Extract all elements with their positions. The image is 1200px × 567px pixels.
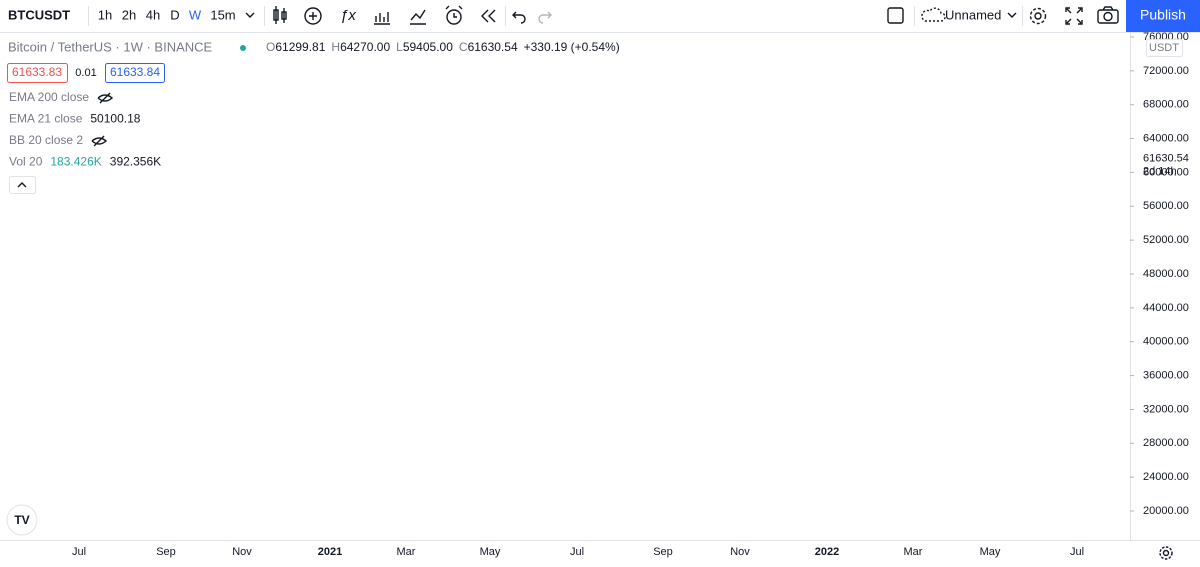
ohlc-key: H — [331, 40, 340, 54]
price-tick-label: 36000.00 — [1143, 369, 1189, 381]
spread: 0.01 — [75, 67, 96, 79]
price-tick-label: 48000.00 — [1143, 268, 1189, 280]
indicator-name: EMA 200 close — [9, 90, 89, 104]
interval-button[interactable]: 4h — [146, 7, 160, 22]
toolbar — [0, 0, 1200, 32]
symbol-description: Bitcoin / TetherUS · 1W · BINANCE — [8, 39, 213, 54]
interval-button[interactable]: D — [170, 7, 179, 22]
axis-settings-icon[interactable] — [1159, 546, 1173, 560]
ohlc-key: O — [266, 40, 275, 54]
time-axis: Jul Sep Nov 2021 Mar May Jul Sep Nov 2022 Mar May Ju… — [72, 546, 1084, 558]
add-indicator-icon[interactable] — [304, 7, 322, 25]
price-tick-label: 40000.00 — [1143, 336, 1189, 348]
settings-icon[interactable] — [1029, 7, 1047, 25]
time-label: May — [980, 546, 1001, 558]
symbol[interactable]: BTCUSDT — [8, 7, 70, 22]
bid-box[interactable] — [7, 63, 68, 83]
price-tick-label: 28000.00 — [1143, 437, 1189, 449]
ohlc-value: 64270.00 — [340, 40, 390, 54]
replay-icon[interactable] — [481, 9, 496, 23]
collapse-legend-button[interactable] — [9, 176, 36, 194]
indicator-name: Vol 20 — [9, 155, 43, 169]
indicator-name: BB 20 close 2 — [9, 133, 83, 147]
interval-button[interactable]: 15m — [210, 7, 235, 22]
layout-name[interactable]: Unnamed — [945, 7, 1001, 22]
price-tick-label: 64000.00 — [1143, 132, 1189, 144]
cloud-icon — [921, 7, 946, 22]
time-label: Mar — [397, 546, 416, 558]
change: +330.19 (+0.54%) — [524, 40, 620, 54]
snapshot-icon[interactable] — [1097, 6, 1119, 24]
time-label: Jul — [1070, 546, 1084, 558]
interval-dropdown[interactable] — [245, 12, 255, 18]
layout-dropdown[interactable] — [1007, 12, 1017, 18]
candle-style-icon[interactable] — [273, 6, 287, 24]
publish-label[interactable]: Publish — [1140, 7, 1186, 23]
indicator-value: 50100.18 — [90, 112, 140, 126]
ohlc-legend: O61299.81 H64270.00 L59405.00 C61630.54 +330… — [266, 40, 620, 54]
fullscreen-icon[interactable] — [1065, 7, 1083, 25]
indicator-name: EMA 21 close — [9, 112, 83, 126]
ohlc-key: L — [396, 40, 403, 54]
ohlc-key: C — [459, 40, 468, 54]
indicator-line: Vol 20 183.426K 392.356K — [9, 155, 161, 169]
indicator-value: 183.426K — [50, 155, 101, 169]
indicator-value: 392.356K — [110, 155, 161, 169]
market-status — [240, 45, 246, 51]
hidden-eye-icon[interactable] — [97, 92, 114, 104]
ohlc-value: 59405.00 — [403, 40, 453, 54]
time-label: Nov — [232, 546, 252, 558]
interval-button[interactable]: 1h — [98, 7, 112, 22]
ask-price[interactable]: 61633.84 — [110, 65, 160, 79]
time-label: Nov — [730, 546, 750, 558]
indicator-line: BB 20 close 2 — [9, 133, 83, 147]
interval-group: 1h 2h 4h D W 15m — [98, 7, 236, 22]
select-layout-icon[interactable] — [887, 7, 904, 24]
price-tick-label: 20000.00 — [1143, 505, 1189, 517]
time-label: May — [480, 546, 501, 558]
time-label: Mar — [904, 546, 923, 558]
bid-price[interactable]: 61633.83 — [12, 65, 62, 79]
price-tick-label: 32000.00 — [1143, 403, 1189, 415]
time-label: Sep — [653, 546, 673, 558]
time-label: 2021 — [318, 546, 342, 558]
price-tick-label: 44000.00 — [1143, 302, 1189, 314]
interval-button[interactable]: 2h — [122, 7, 136, 22]
compare-icon[interactable] — [374, 12, 390, 25]
indicator-line: EMA 200 close — [9, 90, 89, 104]
logo[interactable]: TV — [14, 513, 29, 527]
price-axis: 76000.0072000.0068000.0064000.0060000.00… — [1130, 31, 1189, 517]
undo-icon[interactable] — [512, 11, 526, 24]
currency: USDT — [1149, 42, 1179, 54]
time-label: 2022 — [815, 546, 839, 558]
publish-button[interactable] — [1126, 0, 1200, 32]
ask-box[interactable] — [105, 63, 165, 83]
time-label: Jul — [72, 546, 86, 558]
price-tick-label: 52000.00 — [1143, 234, 1189, 246]
logo-badge[interactable] — [6, 504, 38, 536]
collapse-icon[interactable] — [17, 182, 27, 188]
templates-icon[interactable] — [410, 9, 426, 25]
redo-icon[interactable] — [538, 11, 552, 24]
price-tick-label: 56000.00 — [1143, 200, 1189, 212]
time-label: Sep — [156, 546, 176, 558]
interval-button[interactable]: W — [189, 7, 202, 22]
bar-countdown: 2d 14h — [1143, 166, 1177, 178]
time-label: Jul — [570, 546, 584, 558]
currency-box — [1146, 39, 1183, 57]
indicator-line: EMA 21 close 50100.18 — [9, 112, 141, 126]
hidden-eye-icon[interactable] — [91, 135, 108, 147]
price-tick-label: 60000.00 — [1143, 166, 1189, 178]
ohlc-value: 61630.54 — [468, 40, 518, 54]
price-tick-label: 24000.00 — [1143, 471, 1189, 483]
ohlc-value: 61299.81 — [275, 40, 325, 54]
price-tick-label: 68000.00 — [1143, 99, 1189, 111]
fx-icon[interactable]: ƒx — [340, 7, 356, 24]
last-price: 61630.54 — [1143, 153, 1189, 165]
alert-icon[interactable] — [445, 5, 463, 25]
indicator-legend: EMA 200 close EMA 21 close 50100.18 BB 20 c… — [9, 90, 161, 169]
price-tick-label: 72000.00 — [1143, 65, 1189, 77]
